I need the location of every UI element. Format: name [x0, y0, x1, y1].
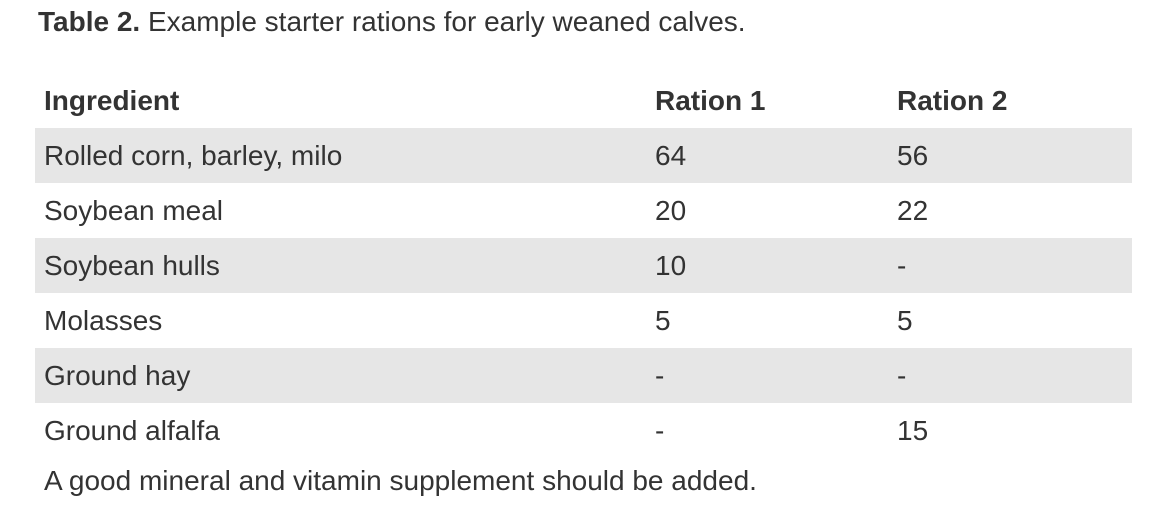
table-row: Soybean meal 20 22 [35, 183, 1132, 238]
caption-text: Example starter rations for early weaned… [147, 6, 746, 37]
column-header: Ration 1 [655, 84, 766, 116]
column-header: Ration 2 [897, 84, 1008, 116]
table-cell: 15 [897, 414, 929, 446]
table-cell: Soybean hulls [44, 249, 220, 281]
table-cell: - [655, 414, 665, 446]
table-cell: - [897, 359, 907, 391]
table-cell: Ground hay [44, 359, 191, 391]
table-cell: Soybean meal [44, 194, 224, 226]
table-cell: 5 [897, 304, 913, 336]
table-row: Ground hay - - [35, 348, 1132, 403]
table-cell: - [655, 359, 665, 391]
table-caption: Table 2. Example starter rations for ear… [38, 4, 746, 40]
table-cell: Molasses [44, 304, 163, 336]
table-cell: 10 [655, 249, 687, 281]
caption-label: Table 2. [38, 6, 141, 37]
table-cell: 64 [655, 139, 687, 171]
column-header: Ingredient [44, 84, 180, 116]
table-cell: Rolled corn, barley, milo [44, 139, 343, 171]
table-row: Molasses 5 5 [35, 293, 1132, 348]
table-row: Rolled corn, barley, milo 64 56 [35, 128, 1132, 183]
table-body: Rolled corn, barley, milo 64 56 Soybean mea… [35, 128, 1132, 458]
table-row: Ground alfalfa - 15 [35, 403, 1132, 458]
table-footnote: A good mineral and vitamin supplement sh… [44, 465, 757, 496]
table-cell: 5 [655, 304, 671, 336]
ration-table: Ingredient Ration 1 Ration 2 Rolled corn, … [35, 73, 1132, 458]
header-row: Ingredient Ration 1 Ration 2 [35, 73, 1132, 128]
table-cell: 20 [655, 194, 687, 226]
table-row: Soybean hulls 10 - [35, 238, 1132, 293]
table-cell: 22 [897, 194, 929, 226]
table-cell: Ground alfalfa [44, 414, 220, 446]
table-cell: 56 [897, 139, 929, 171]
table-cell: - [897, 249, 907, 281]
